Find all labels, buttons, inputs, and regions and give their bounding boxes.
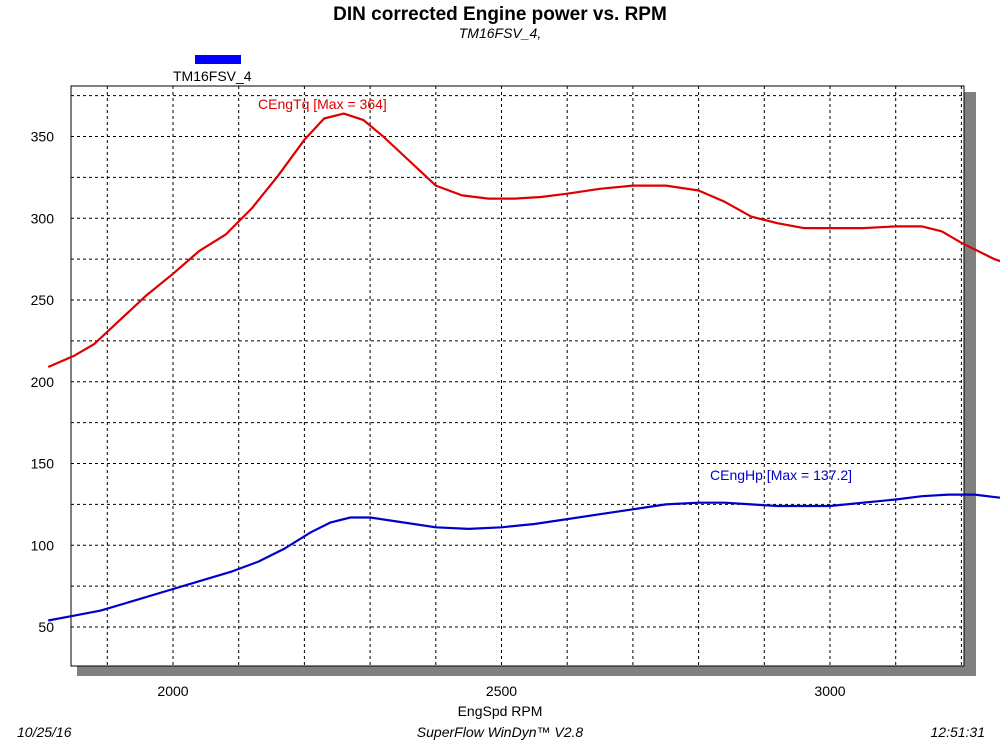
footer-time: 12:51:31 xyxy=(931,724,986,740)
x-tick-label: 3000 xyxy=(814,683,845,699)
series-line-engtq xyxy=(47,112,1000,369)
y-tick-label: 250 xyxy=(31,292,55,308)
grid-lines xyxy=(71,86,964,666)
y-tick-label: 50 xyxy=(38,619,54,635)
series-lines xyxy=(47,112,1000,622)
series-annotation: CEngTq [Max = 364] xyxy=(258,96,387,112)
footer-date: 10/25/16 xyxy=(17,724,72,740)
x-tick-label: 2500 xyxy=(486,683,517,699)
y-tick-label: 100 xyxy=(31,537,55,553)
series-annotation: CEngHp [Max = 137.2] xyxy=(710,467,852,483)
plot-area xyxy=(70,85,965,667)
y-tick-label: 200 xyxy=(31,374,55,390)
y-tick-label: 350 xyxy=(31,129,55,145)
chart-subtitle: TM16FSV_4, xyxy=(459,25,541,41)
chart-title: DIN corrected Engine power vs. RPM xyxy=(333,4,667,25)
series-annotations: CEngTq [Max = 364] CEngHp [Max = 137.2] xyxy=(258,96,852,483)
series-line-enghp xyxy=(47,493,1000,622)
tick-labels: 2000250030003500400050100150200250300350 xyxy=(31,129,846,700)
y-tick-label: 150 xyxy=(31,456,55,472)
x-axis-label: EngSpd RPM xyxy=(458,703,543,719)
legend-entry: TM16FSV_4 xyxy=(173,68,252,84)
x-tick-label: 2000 xyxy=(157,683,188,699)
y-tick-label: 300 xyxy=(31,210,55,226)
legend-swatch xyxy=(195,55,241,64)
footer-software: SuperFlow WinDyn™ V2.8 xyxy=(417,724,584,740)
